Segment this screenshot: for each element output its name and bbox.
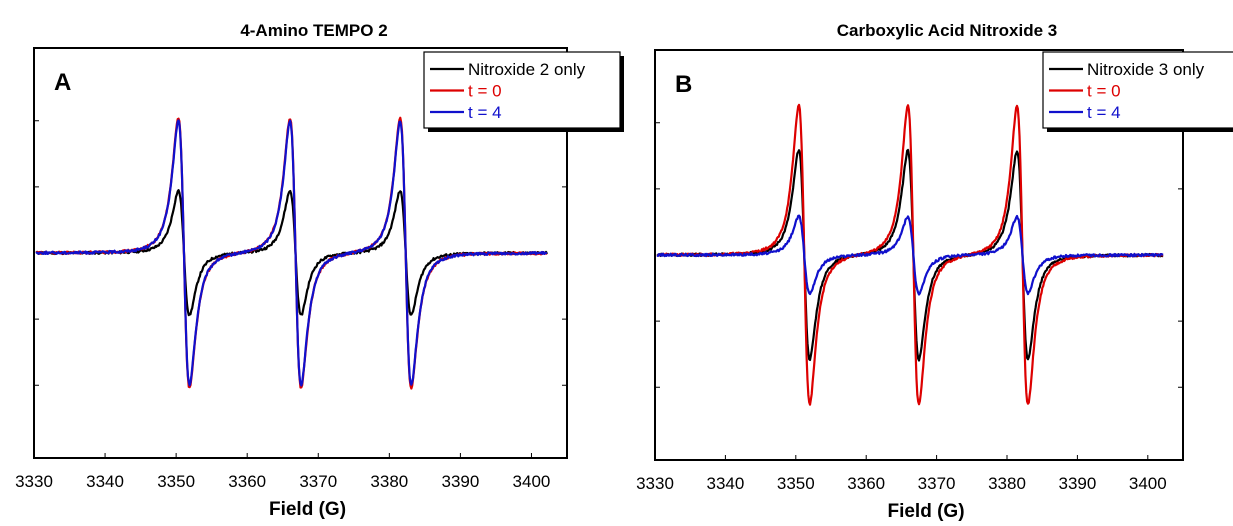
plot-area — [654, 49, 1184, 461]
legend-entry: t = 0 — [468, 82, 502, 101]
x-tick-label: 3360 — [847, 474, 885, 493]
x-tick-label: 3340 — [706, 474, 744, 493]
legend-entry: t = 4 — [468, 103, 502, 122]
x-tick-label: 3380 — [370, 472, 408, 491]
x-tick-label: 3370 — [299, 472, 337, 491]
series-line-2 — [656, 214, 1164, 296]
panel-label: A — [54, 69, 71, 96]
x-tick-label: 3350 — [777, 474, 815, 493]
x-tick-label: 3350 — [157, 472, 195, 491]
legend-entry: t = 4 — [1087, 103, 1121, 122]
legend: Nitroxide 3 only t = 0 t = 4 — [1042, 51, 1233, 132]
chart-panel-b: Carboxylic Acid Nitroxide 3 3330 3340 3350 3… — [636, 21, 1233, 522]
x-tick-label: 3390 — [1058, 474, 1096, 493]
x-tick-label: 3360 — [228, 472, 266, 491]
legend-entry: Nitroxide 3 only — [1087, 60, 1205, 79]
x-tick-label: 3330 — [15, 472, 53, 491]
x-tick-label: 3330 — [636, 474, 674, 493]
x-tick-label: 3400 — [513, 472, 551, 491]
chart-panel-a: 4-Amino TEMPO 2 3330 3340 3350 3360 3370 3380 3… — [15, 21, 624, 520]
x-axis-label: Field (G) — [887, 501, 964, 521]
chart-title: 4-Amino TEMPO 2 — [240, 21, 387, 40]
x-tick-label: 3380 — [988, 474, 1026, 493]
panel-label: B — [675, 71, 692, 98]
series-line-2 — [35, 119, 548, 387]
legend-entry: t = 0 — [1087, 82, 1121, 101]
plot-area — [33, 47, 568, 459]
x-axis-label: Field (G) — [269, 499, 346, 520]
x-tick-label: 3340 — [86, 472, 124, 491]
x-tick-label: 3390 — [441, 472, 479, 491]
x-tick-label: 3370 — [918, 474, 956, 493]
x-tick-label: 3400 — [1129, 474, 1167, 493]
legend: Nitroxide 2 only t = 0 t = 4 — [423, 51, 624, 132]
legend-entry: Nitroxide 2 only — [468, 60, 586, 79]
chart-title: Carboxylic Acid Nitroxide 3 — [837, 21, 1057, 40]
